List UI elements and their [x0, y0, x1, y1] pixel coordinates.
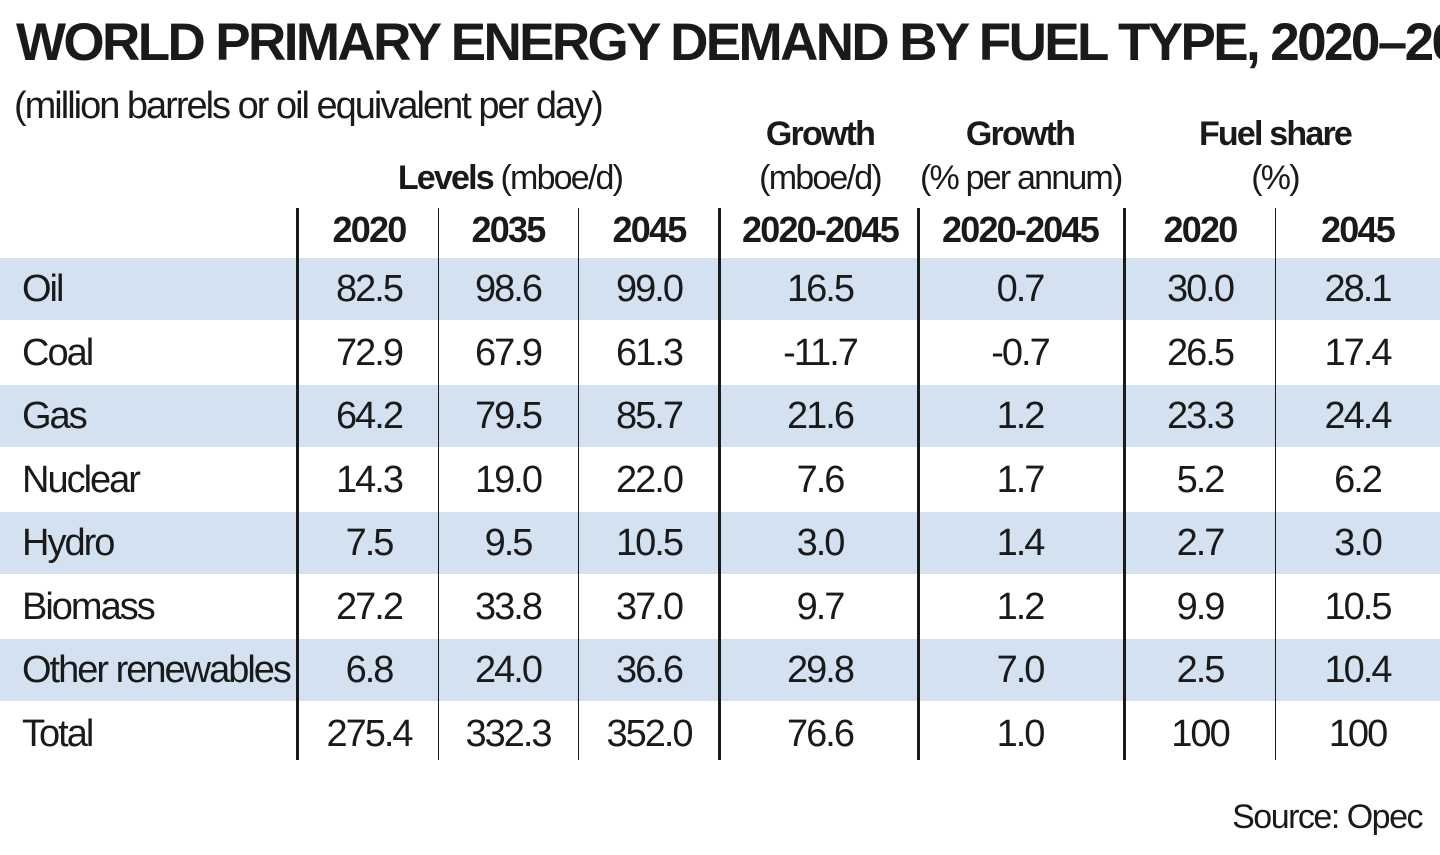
table-cell: 3.0: [1334, 522, 1383, 564]
column-divider: [718, 208, 721, 760]
table-cell: 1.2: [996, 585, 1046, 628]
table-cell: 9.7: [796, 585, 846, 628]
table-cell: 30.0: [1167, 268, 1235, 310]
group-header-fuel-share: Fuel share (%): [1125, 112, 1425, 200]
table-cell: 76.6: [787, 712, 855, 755]
table-cell: 352.0: [606, 712, 693, 755]
table-cell: 1.7: [996, 458, 1046, 501]
source-note: Source: Opec: [1232, 798, 1423, 836]
table-cell: 2.7: [1176, 522, 1226, 564]
table-cell: 24.0: [475, 649, 543, 691]
column-divider: [917, 208, 920, 760]
row-label: Other renewables: [22, 649, 292, 691]
table-cell: 5.2: [1176, 458, 1226, 501]
table-cell: 22.0: [616, 458, 684, 501]
column-divider: [1123, 208, 1126, 760]
group-header-growth-abs-unit: (mboe/d): [759, 159, 882, 197]
table-cell: 29.8: [787, 649, 855, 691]
group-header-levels-bold: Levels: [397, 159, 495, 197]
column-divider: [438, 208, 439, 760]
table-cell: 10.4: [1324, 649, 1393, 691]
table-cell: 332.3: [465, 712, 552, 755]
column-divider: [296, 208, 299, 760]
row-label: Hydro: [22, 522, 115, 564]
table-cell: 28.1: [1324, 268, 1393, 310]
table-row: Nuclear 14.3 19.0 22.0 7.6 1.7 5.2 6.2: [0, 449, 1440, 511]
row-label: Total: [22, 712, 94, 755]
column-divider: [578, 208, 579, 760]
table-cell: 67.9: [475, 331, 543, 374]
table-cell: 0.7: [996, 268, 1046, 310]
table-cell: 61.3: [616, 331, 684, 374]
table-cell: 24.4: [1324, 395, 1393, 437]
group-header-levels: Levels (mboe/d): [300, 156, 720, 200]
table-cell: 9.9: [1176, 585, 1226, 628]
table-cell: 14.3: [336, 458, 404, 501]
group-header-growth-pct-title: Growth: [965, 115, 1076, 153]
table-cell: 99.0: [616, 268, 684, 310]
row-label: Coal: [22, 331, 94, 374]
table-cell: 82.5: [336, 268, 404, 310]
column-divider: [1275, 208, 1276, 760]
column-header-growth-abs: 2020-2045: [742, 209, 900, 250]
row-label: Nuclear: [22, 458, 141, 501]
table-row: Coal 72.9 67.9 61.3 -11.7 -0.7 26.5 17.4: [0, 322, 1440, 384]
table-cell: 37.0: [616, 585, 684, 628]
table-cell: -11.7: [783, 331, 859, 374]
row-label: Biomass: [22, 585, 156, 628]
row-label: Oil: [22, 268, 64, 310]
column-header-2020-level: 2020: [332, 209, 408, 250]
group-header-growth-abs-title: Growth: [765, 115, 876, 153]
table-cell: 85.7: [616, 395, 684, 437]
table-cell: 33.8: [475, 585, 543, 628]
table-cell: 7.0: [996, 649, 1046, 691]
chart-title: WORLD PRIMARY ENERGY DEMAND BY FUEL TYPE…: [16, 13, 1440, 72]
column-header-growth-pct: 2020-2045: [942, 209, 1100, 250]
column-header-2035-level: 2035: [471, 209, 547, 250]
table-cell: 17.4: [1324, 331, 1393, 374]
table-cell: 6.2: [1334, 458, 1383, 501]
table-cell: 7.6: [796, 458, 846, 501]
group-header-levels-unit: (mboe/d): [492, 159, 624, 197]
row-label: Gas: [22, 395, 88, 437]
table-cell: 21.6: [787, 395, 855, 437]
table-cell: 100: [1328, 712, 1388, 755]
table-cell: 275.4: [326, 712, 413, 755]
group-header-growth-pct: Growth (% per annum): [920, 112, 1123, 200]
table-cell: 36.6: [616, 649, 684, 691]
table-cell: 26.5: [1167, 331, 1235, 374]
table-cell: 1.0: [996, 712, 1046, 755]
table-cell: 23.3: [1167, 395, 1235, 437]
table-cell: 72.9: [336, 331, 404, 374]
group-header-growth-abs: Growth (mboe/d): [720, 112, 920, 200]
table-cell: 16.5: [787, 268, 855, 310]
table-cell: 10.5: [616, 522, 684, 564]
column-header-2045-share: 2045: [1321, 209, 1396, 250]
table-row: Total 275.4 332.3 352.0 76.6 1.0 100 100: [0, 703, 1440, 765]
table-cell: -0.7: [991, 331, 1050, 374]
table-cell: 100: [1171, 712, 1230, 755]
table-cell: 3.0: [796, 522, 846, 564]
group-header-fuel-share-title: Fuel share: [1198, 115, 1353, 153]
table-cell: 2.5: [1176, 649, 1226, 691]
table-cell: 19.0: [475, 458, 543, 501]
table-cell: 27.2: [336, 585, 404, 628]
group-header-fuel-share-unit: (%): [1251, 159, 1300, 197]
table-cell: 9.5: [484, 522, 534, 564]
column-header-2020-share: 2020: [1163, 209, 1239, 250]
table-cell: 79.5: [475, 395, 543, 437]
table-row: Biomass 27.2 33.8 37.0 9.7 1.2 9.9 10.5: [0, 576, 1440, 638]
table-cell: 10.5: [1324, 585, 1393, 628]
table-cell: 6.8: [345, 649, 395, 691]
table-cell: 1.4: [996, 522, 1046, 564]
table-cell: 98.6: [475, 268, 543, 310]
chart-subtitle: (million barrels or oil equivalent per d…: [14, 85, 604, 127]
table-cell: 7.5: [345, 522, 395, 564]
group-header-growth-pct-unit: (% per annum): [920, 159, 1123, 197]
table-cell: 64.2: [336, 395, 404, 437]
column-header-2045-level: 2045: [612, 209, 688, 250]
table-cell: 1.2: [996, 395, 1046, 437]
